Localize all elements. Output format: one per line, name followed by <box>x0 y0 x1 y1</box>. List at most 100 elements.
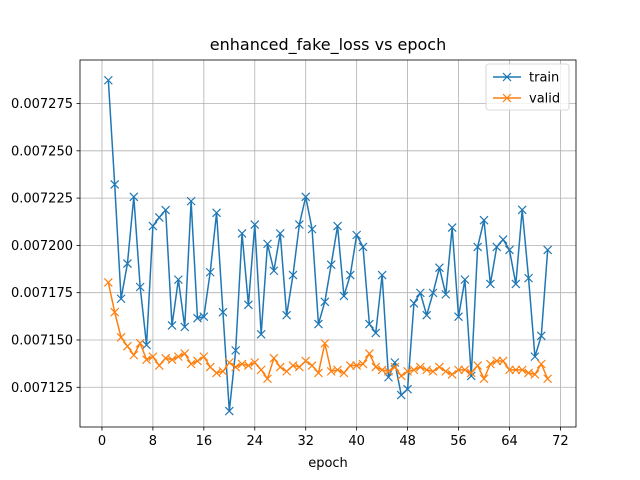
marker-stroke <box>307 224 317 234</box>
data-point-train <box>536 331 546 341</box>
data-point-train <box>129 192 139 202</box>
marker-stroke <box>180 322 190 332</box>
marker-stroke <box>218 366 228 376</box>
data-point-valid <box>173 352 183 362</box>
marker-stroke <box>142 355 151 365</box>
marker-stroke <box>409 298 419 308</box>
marker-stroke <box>415 362 425 372</box>
data-point-train <box>237 229 247 238</box>
data-point-valid <box>231 362 241 372</box>
data-point-valid <box>511 365 521 375</box>
data-point-train <box>441 289 451 299</box>
marker-stroke <box>275 229 285 238</box>
marker-stroke <box>339 368 349 378</box>
marker-stroke <box>435 263 444 273</box>
data-point-train <box>364 319 374 329</box>
data-point-valid <box>224 358 234 367</box>
data-point-train <box>530 352 540 362</box>
data-point-valid <box>345 361 355 370</box>
marker-stroke <box>447 223 457 233</box>
x-axis-ticks: 0 8 16 24 32 40 48 56 64 72 <box>98 427 569 449</box>
marker-stroke <box>116 332 126 342</box>
marker-stroke <box>256 365 266 375</box>
y-tick-label: 0.007125 <box>11 381 73 396</box>
marker-stroke <box>250 220 260 230</box>
data-point-train <box>199 312 209 322</box>
marker-stroke <box>193 313 202 323</box>
data-point-train <box>263 239 272 249</box>
marker-stroke <box>294 220 304 230</box>
marker-stroke <box>358 359 368 369</box>
data-point-valid <box>536 359 546 369</box>
marker-stroke <box>110 180 120 189</box>
marker-stroke <box>231 362 241 372</box>
marker-stroke <box>326 366 336 376</box>
data-point-valid <box>409 365 419 375</box>
marker-stroke <box>536 331 546 341</box>
marker-stroke <box>358 242 368 252</box>
marker-stroke <box>502 93 512 103</box>
y-tick-label: 0.007150 <box>11 333 73 348</box>
data-point-valid <box>384 366 393 376</box>
marker-stroke <box>422 310 432 320</box>
data-point-valid <box>250 358 260 367</box>
data-point-train <box>186 196 196 206</box>
marker-stroke <box>466 368 476 378</box>
marker-stroke <box>502 72 512 82</box>
data-point-valid <box>320 338 330 348</box>
data-point-train <box>403 384 413 394</box>
marker-stroke <box>116 294 126 304</box>
marker-stroke <box>492 242 502 252</box>
data-point-train <box>231 345 241 355</box>
marker-stroke <box>224 358 234 367</box>
x-tick-label: 56 <box>450 434 467 449</box>
data-point-train <box>371 328 381 338</box>
marker-stroke <box>428 366 438 376</box>
data-point-train <box>320 297 330 307</box>
marker-stroke <box>224 406 234 416</box>
data-point-train <box>409 298 419 308</box>
data-point-train <box>314 319 323 329</box>
marker-stroke <box>205 267 215 277</box>
marker-stroke <box>154 361 164 370</box>
marker-stroke <box>441 289 451 299</box>
marker-stroke <box>231 345 241 355</box>
data-point-valid <box>543 374 553 384</box>
series-line-train <box>107 80 549 412</box>
data-point-train <box>301 192 311 202</box>
marker-stroke <box>345 361 355 370</box>
y-tick-label: 0.007200 <box>11 239 73 254</box>
marker-stroke <box>250 358 260 367</box>
data-point-train <box>180 322 190 332</box>
marker-stroke <box>154 212 164 222</box>
data-point-valid <box>148 352 158 362</box>
marker-stroke <box>173 275 183 285</box>
data-point-train <box>269 266 279 276</box>
marker-stroke <box>479 215 489 225</box>
data-point-train <box>422 310 432 320</box>
legend-marker-train <box>502 72 512 82</box>
data-point-train <box>142 340 151 350</box>
data-point-valid <box>103 278 113 287</box>
data-point-train <box>485 279 495 289</box>
data-point-valid <box>460 365 470 375</box>
data-point-train <box>447 223 457 233</box>
marker-stroke <box>511 279 521 289</box>
marker-stroke <box>543 374 553 384</box>
marker-stroke <box>142 340 151 350</box>
data-point-valid <box>390 362 400 372</box>
marker-stroke <box>301 356 311 366</box>
marker-stroke <box>218 307 228 317</box>
data-point-train <box>428 288 438 298</box>
data-point-valid <box>492 356 502 366</box>
data-point-train <box>352 230 362 240</box>
data-point-valid <box>505 365 514 375</box>
data-point-valid <box>498 356 508 366</box>
data-point-valid <box>167 355 177 365</box>
marker-stroke <box>193 356 202 366</box>
marker-stroke <box>352 361 362 370</box>
marker-stroke <box>123 341 132 351</box>
x-tick-label: 40 <box>348 434 365 449</box>
marker-stroke <box>485 359 495 369</box>
